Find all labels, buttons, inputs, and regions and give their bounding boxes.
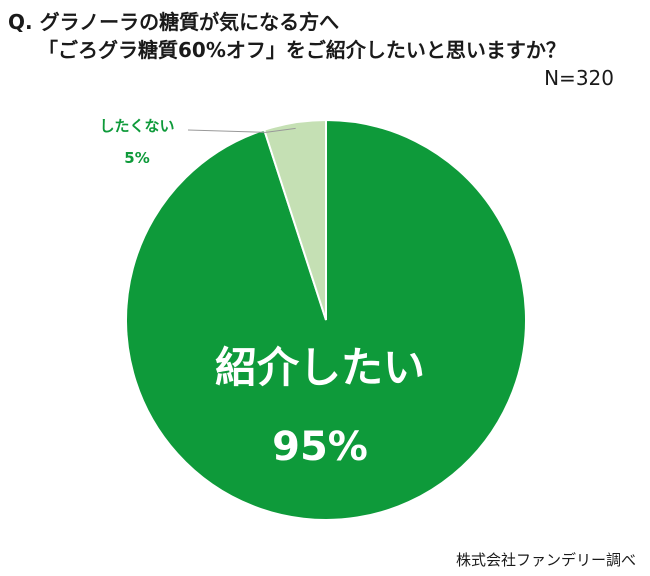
slice-value-label-2: 5% xyxy=(124,149,149,167)
source-note: 株式会社ファンデリー調べ xyxy=(455,551,636,569)
leader-line xyxy=(187,127,296,133)
pie-slice-2 xyxy=(262,118,327,321)
question-line-2: 「ごろグラ糖質60%オフ」をご紹介したいと思いますか？ xyxy=(38,38,566,62)
sample-size: N=320 xyxy=(544,66,614,90)
question-title: Q. グラノーラの糖質が気になる方へ 「ごろグラ糖質60%オフ」をご紹介したいと… xyxy=(8,8,566,64)
question-line-1: Q. グラノーラの糖質が気になる方へ xyxy=(8,10,340,34)
slice-label-2: したくない xyxy=(99,117,174,135)
slice-value-label-1: 95% xyxy=(272,424,368,470)
slice-label-1: 紹介したい xyxy=(215,343,425,392)
